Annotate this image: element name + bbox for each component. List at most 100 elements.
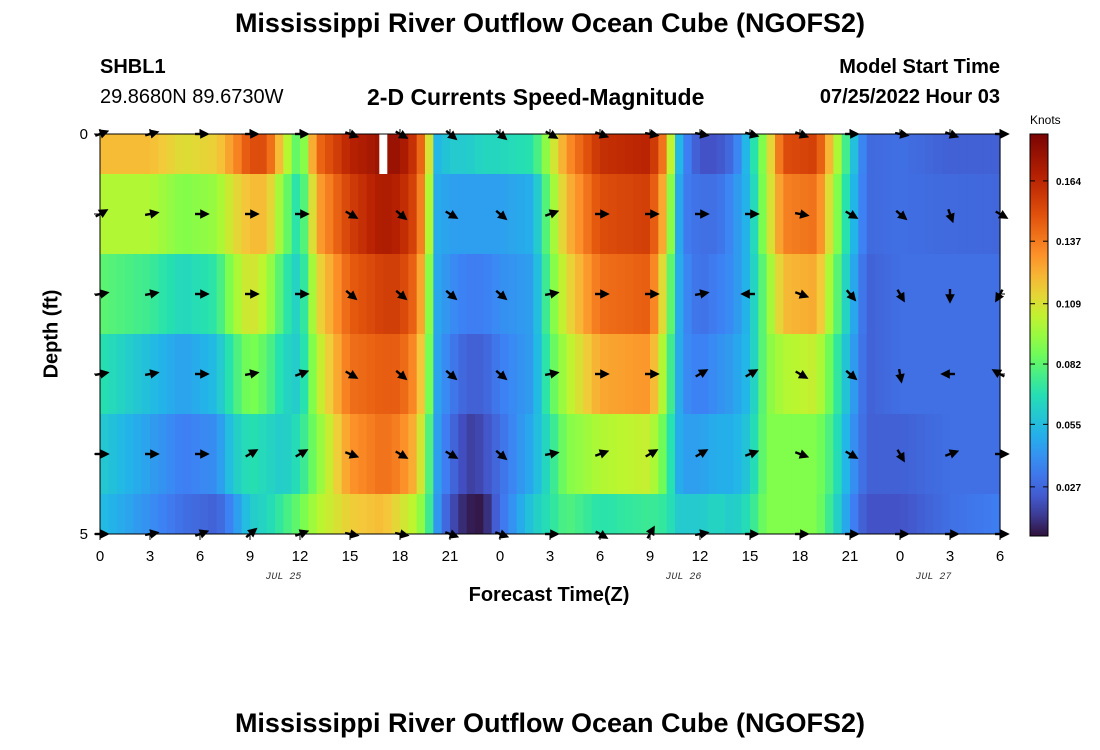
heatmap-cell: [183, 134, 193, 175]
heatmap-cell: [875, 254, 884, 335]
heatmap-cell: [125, 134, 134, 175]
heatmap-cell: [408, 334, 418, 415]
heatmap-cell: [858, 494, 868, 535]
heatmap-cell: [175, 414, 184, 495]
heatmap-cell: [725, 134, 734, 175]
heatmap-cell: [525, 174, 534, 255]
colorbar-tick-label: 0.137: [1056, 237, 1081, 248]
heatmap-cell: [933, 334, 943, 415]
heatmap-cell: [275, 414, 284, 495]
heatmap-cell: [966, 494, 976, 535]
heatmap-cell: [841, 254, 851, 335]
heatmap-cell: [458, 494, 468, 535]
heatmap-cell: [583, 134, 593, 175]
heatmap-cell: [708, 134, 718, 175]
heatmap-cell: [116, 414, 126, 495]
heatmap-cell: [241, 134, 251, 175]
heatmap-cell: [675, 134, 684, 175]
heatmap-cell: [775, 334, 784, 415]
current-vector-arrow: [594, 449, 610, 459]
heatmap-cell: [433, 134, 443, 175]
heatmap-cell: [233, 494, 243, 535]
current-vector-arrow: [745, 369, 759, 379]
heatmap-cell: [758, 414, 768, 495]
heatmap-cell: [416, 494, 426, 535]
heatmap-cell: [108, 134, 118, 175]
heatmap-cell: [466, 414, 476, 495]
heatmap-cell: [300, 134, 309, 175]
heatmap-cell: [433, 494, 443, 535]
current-vector-arrow: [395, 289, 408, 301]
current-vector-arrow: [694, 289, 710, 299]
heatmap-cell: [116, 174, 126, 255]
heatmap-cell: [483, 414, 493, 495]
heatmap-cell: [216, 334, 226, 415]
date-label: JUL 26: [665, 572, 701, 583]
heatmap-cell: [316, 334, 326, 415]
heatmap-cell: [883, 174, 893, 255]
heatmap-cell: [808, 254, 818, 335]
heatmap-cell: [966, 174, 976, 255]
heatmap-cell: [725, 414, 734, 495]
heatmap-cell: [741, 494, 751, 535]
heatmap-cell: [625, 334, 634, 415]
heatmap-cell: [508, 174, 518, 255]
heatmap-cell: [733, 494, 743, 535]
heatmap-cell: [908, 174, 918, 255]
plot-subtitle: 2-D Currents Speed-Magnitude: [367, 84, 705, 110]
heatmap-cell: [725, 494, 734, 535]
current-vector-arrow: [845, 369, 858, 381]
heatmap-cell: [725, 254, 734, 335]
heatmap-cell: [166, 414, 176, 495]
heatmap-cell: [541, 134, 551, 175]
heatmap-cell: [366, 414, 376, 495]
heatmap-cell: [450, 134, 459, 175]
x-tick-label: 15: [742, 548, 759, 565]
current-vector-arrow: [845, 209, 859, 219]
heatmap-cell: [550, 494, 559, 535]
heatmap-cell: [108, 174, 118, 255]
heatmap-cell: [183, 174, 193, 255]
current-vector-arrow: [794, 209, 810, 219]
heatmap-cell: [758, 334, 768, 415]
heatmap-cell: [833, 134, 843, 175]
x-tick-label: 12: [292, 548, 309, 565]
heatmap-cell: [516, 134, 526, 175]
heatmap-cell: [958, 494, 968, 535]
heatmap-cell: [291, 494, 301, 535]
heatmap-cell: [316, 494, 326, 535]
heatmap-cell: [608, 174, 618, 255]
heatmap-cell: [675, 414, 684, 495]
heatmap-cell: [658, 174, 668, 255]
heatmap-cell: [775, 254, 784, 335]
heatmap-cell: [733, 334, 743, 415]
heatmap-cell: [708, 254, 718, 335]
heatmap-cell: [491, 494, 501, 535]
heatmap-cell: [675, 494, 684, 535]
x-tick-label: 21: [442, 548, 459, 565]
heatmap-cell: [383, 414, 393, 495]
heatmap-cell: [358, 494, 368, 535]
heatmap-cell: [558, 174, 568, 255]
heatmap-cell: [325, 334, 334, 415]
heatmap-cell: [466, 494, 476, 535]
heatmap-cell: [116, 334, 126, 415]
heatmap-cell: [175, 134, 184, 175]
heatmap-cell: [391, 254, 401, 335]
heatmap-cell: [891, 494, 901, 535]
heatmap-cell: [266, 414, 276, 495]
heatmap-cell: [341, 174, 351, 255]
heatmap-cell: [533, 134, 543, 175]
heatmap-cell: [291, 134, 301, 175]
heatmap-cell: [666, 134, 676, 175]
heatmap-cell: [625, 414, 634, 495]
heatmap-cell: [391, 334, 401, 415]
heatmap-cell: [975, 134, 984, 175]
heatmap-cell: [291, 414, 301, 495]
heatmap-cell: [133, 134, 143, 175]
heatmap-cell: [841, 494, 851, 535]
heatmap-cell: [950, 494, 959, 535]
heatmap-cell: [916, 494, 926, 535]
heatmap-cell: [533, 174, 543, 255]
current-vector-arrow: [794, 289, 810, 299]
